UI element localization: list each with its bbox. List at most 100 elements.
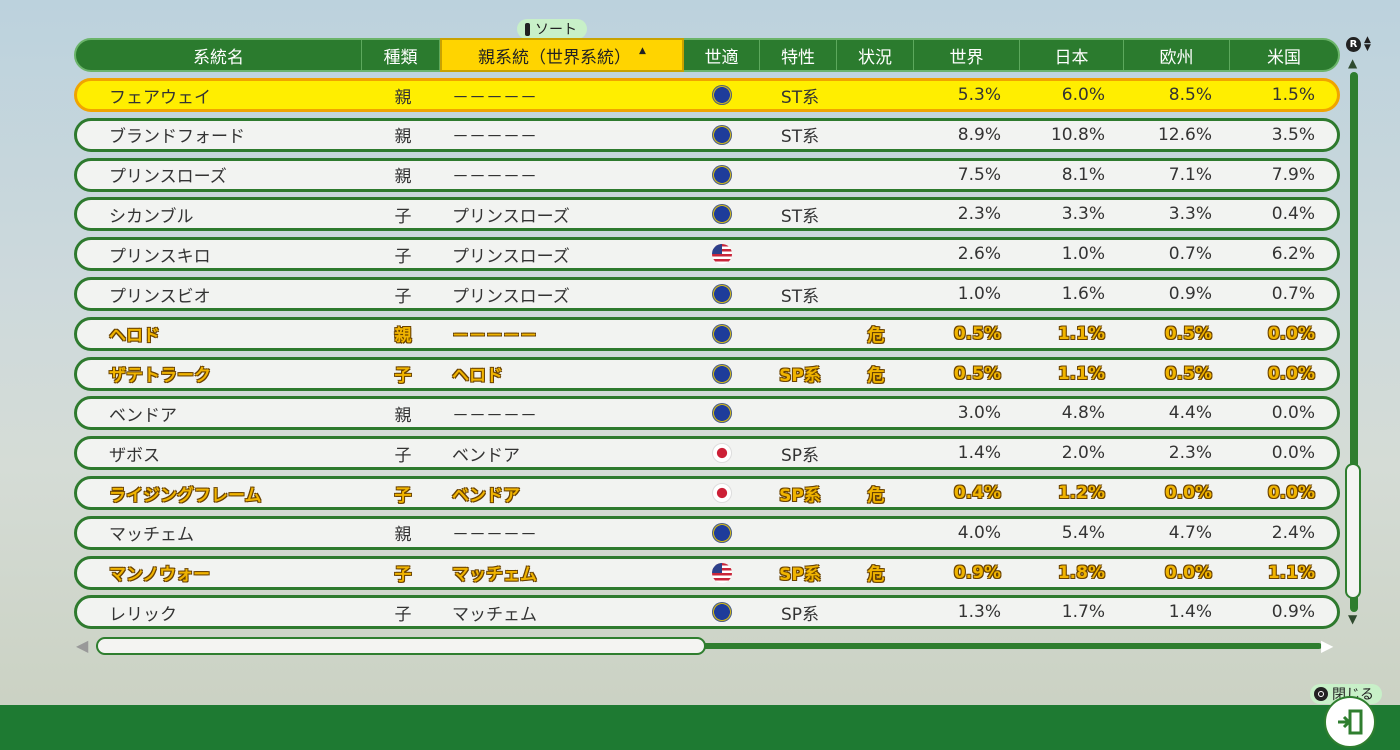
row-aptitude — [687, 200, 757, 228]
row-usa: 2.4% — [1271, 522, 1315, 543]
row-parent: ベンドア — [452, 485, 520, 506]
row-type: 子 — [394, 286, 412, 307]
sort-hint[interactable]: ソート — [517, 19, 587, 39]
row-status — [838, 399, 914, 427]
row-japan: 1.2% — [1057, 483, 1105, 503]
header-label: 特性 — [781, 47, 815, 68]
row-type: 子 — [394, 246, 412, 267]
row-europe: 0.5% — [1164, 323, 1212, 344]
table-row[interactable]: ライジングフレーム 子 ベンドア SP系 危 0.4% 1.2% 0.0% 0.0% — [74, 476, 1340, 510]
row-status — [838, 439, 914, 467]
header-col-aptitude[interactable]: 世適 — [684, 40, 760, 70]
row-europe: 1.4% — [1168, 602, 1212, 623]
row-parent: －－－－－ — [452, 326, 537, 347]
row-parent: プリンスローズ — [452, 206, 570, 227]
row-parent: マッチェム — [452, 604, 537, 625]
row-type: 子 — [394, 604, 412, 625]
row-type: 親 — [394, 326, 412, 347]
row-world: 2.3% — [957, 204, 1001, 225]
header-col-usa[interactable]: 米国 — [1230, 40, 1338, 70]
table-row[interactable]: マンノウォー 子 マッチェム SP系 危 0.9% 1.8% 0.0% 1.1% — [74, 555, 1340, 590]
row-status: 危 — [867, 485, 885, 506]
vertical-scrollbar-track[interactable] — [1350, 72, 1358, 612]
row-status — [838, 519, 914, 547]
header-col-world[interactable]: 世界 — [914, 40, 1020, 70]
row-usa: 0.7% — [1271, 284, 1315, 304]
row-europe: 2.3% — [1168, 443, 1212, 464]
us-flag-icon — [712, 244, 732, 265]
header-col-japan[interactable]: 日本 — [1020, 40, 1124, 70]
jp-flag-icon — [712, 443, 732, 464]
table-row[interactable]: ブランドフォード 親 －－－－－ ST系 8.9% 10.8% 12.6% 3.5% — [74, 117, 1340, 152]
header-col-trait[interactable]: 特性 — [760, 40, 837, 70]
row-type: 親 — [394, 405, 412, 426]
row-aptitude — [687, 280, 757, 308]
header-col-type[interactable]: 種類 — [362, 40, 440, 70]
table-row[interactable]: レリック 子 マッチェム SP系 1.3% 1.7% 1.4% 0.9% — [74, 595, 1340, 630]
exit-door-icon — [1338, 709, 1363, 735]
row-europe: 0.9% — [1168, 284, 1212, 304]
table-row[interactable]: シカンブル 子 プリンスローズ ST系 2.3% 3.3% 3.3% 0.4% — [74, 197, 1340, 232]
row-name: シカンブル — [109, 206, 194, 227]
row-japan: 6.0% — [1061, 85, 1105, 105]
row-status — [838, 161, 914, 189]
stick-button-icon — [525, 22, 530, 36]
row-usa: 0.4% — [1271, 204, 1315, 225]
header-col-name[interactable]: 系統名 — [76, 40, 362, 70]
row-name: ベンドア — [109, 405, 177, 426]
row-world: 5.3% — [957, 85, 1001, 105]
scroll-down-arrow-icon[interactable]: ▼ — [1348, 612, 1358, 626]
horizontal-scrollbar-thumb[interactable] — [96, 637, 706, 655]
row-japan: 8.1% — [1061, 164, 1105, 185]
header-label: 状況 — [858, 47, 892, 68]
table-row[interactable]: プリンスキロ 子 プリンスローズ 2.6% 1.0% 0.7% 6.2% — [74, 237, 1340, 272]
eu-flag-icon — [712, 403, 732, 424]
row-japan: 3.3% — [1061, 204, 1105, 225]
table-row[interactable]: ザボス 子 ベンドア SP系 1.4% 2.0% 2.3% 0.0% — [74, 436, 1340, 471]
scroll-left-arrow-icon[interactable]: ◀ — [76, 636, 89, 655]
scroll-up-arrow-icon[interactable]: ▲ — [1348, 56, 1358, 70]
eu-flag-icon — [712, 284, 732, 304]
header-label: 世適 — [704, 47, 739, 68]
row-aptitude — [687, 439, 757, 467]
row-parent: －－－－－ — [452, 167, 537, 188]
row-parent: プリンスローズ — [452, 286, 570, 307]
row-name: プリンスローズ — [109, 167, 227, 188]
row-name: レリック — [109, 604, 177, 625]
row-trait: ST系 — [780, 127, 820, 148]
table-row[interactable]: プリンスビオ 子 プリンスローズ ST系 1.0% 1.6% 0.9% 0.7% — [74, 277, 1340, 311]
row-type: 子 — [394, 485, 412, 506]
row-trait: SP系 — [779, 565, 821, 586]
row-japan: 1.6% — [1061, 284, 1105, 304]
b-button-icon — [1314, 687, 1328, 701]
header-col-europe[interactable]: 欧州 — [1124, 40, 1230, 70]
row-trait — [762, 240, 838, 268]
us-flag-icon — [712, 562, 732, 583]
row-name: ザボス — [109, 445, 160, 466]
sort-hint-label: ソート — [535, 22, 577, 38]
row-trait: SP系 — [779, 366, 821, 387]
horizontal-scrollbar-track[interactable] — [96, 643, 1322, 649]
row-usa: 0.0% — [1271, 443, 1315, 464]
table-row[interactable]: プリンスローズ 親 －－－－－ 7.5% 8.1% 7.1% 7.9% — [74, 157, 1340, 192]
vertical-scrollbar-thumb[interactable] — [1345, 463, 1361, 599]
header-label: 欧州 — [1159, 47, 1194, 68]
row-usa: 0.9% — [1271, 602, 1315, 623]
exit-button[interactable] — [1324, 696, 1376, 748]
scroll-right-arrow-icon[interactable]: ▶ — [1321, 636, 1334, 655]
r-button-icon[interactable]: R — [1346, 37, 1361, 52]
eu-flag-icon — [712, 363, 732, 384]
table-row[interactable]: ザテトラーク 子 ヘロド SP系 危 0.5% 1.1% 0.5% 0.0% — [74, 356, 1340, 391]
row-aptitude — [687, 559, 757, 587]
header-col-status[interactable]: 状況 — [837, 40, 914, 70]
table-row[interactable]: ベンドア 親 －－－－－ 3.0% 4.8% 4.4% 0.0% — [74, 396, 1340, 431]
row-parent: ヘロド — [452, 366, 503, 387]
table-row[interactable]: ヘロド 親 －－－－－ 危 0.5% 1.1% 0.5% 0.0% — [74, 316, 1340, 351]
row-aptitude — [687, 161, 757, 189]
table-row[interactable]: フェアウェイ 親 －－－－－ ST系 5.3% 6.0% 8.5% 1.5% — [74, 78, 1340, 112]
table-row[interactable]: マッチェム 親 －－－－－ 4.0% 5.4% 4.7% 2.4% — [74, 515, 1340, 550]
row-japan: 1.0% — [1061, 244, 1105, 265]
row-name: フェアウェイ — [109, 87, 211, 108]
row-name: ヘロド — [109, 326, 160, 347]
header-col-parent[interactable]: 親系統（世界系統） ▲ — [440, 38, 684, 72]
